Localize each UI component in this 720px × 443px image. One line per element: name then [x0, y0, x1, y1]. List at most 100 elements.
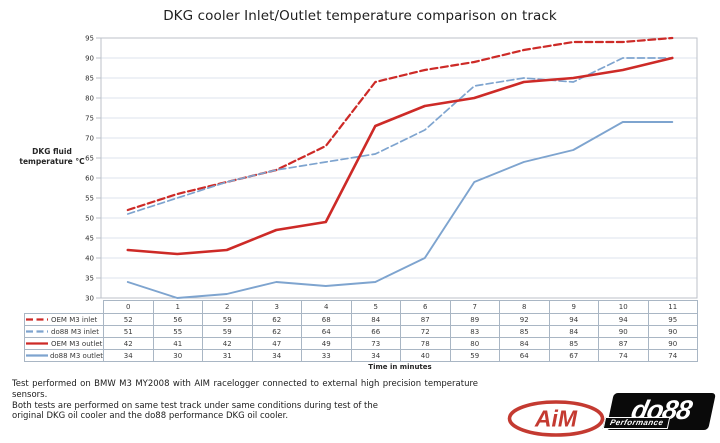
table-row: do88 M3 inlet 51 55 59 62 64 66 72 83 85 84 90 90 — [24, 325, 698, 338]
y-tick-label: 30 — [85, 295, 94, 303]
value-cell: 85 — [548, 337, 599, 350]
x-tick-label: 6 — [400, 300, 451, 314]
y-tick-label: 90 — [85, 55, 94, 63]
x-tick-label: 1 — [152, 300, 203, 314]
value-cell: 78 — [400, 337, 451, 350]
do88-logo: do88 Performance — [600, 392, 716, 434]
value-cell: 66 — [350, 325, 401, 338]
y-tick-label: 95 — [85, 35, 94, 43]
value-cell: 64 — [499, 349, 550, 362]
data-table: 0 1 2 3 4 5 6 7 8 9 10 11 OEM M3 inlet 52 56 59 62 68 84 87… — [24, 300, 698, 362]
y-tick-label: 50 — [85, 215, 94, 223]
aim-logo-graphic: AiM — [507, 400, 605, 437]
value-cell: 72 — [400, 325, 451, 338]
aim-logo-ellipse — [507, 400, 605, 437]
y-tick-label: 65 — [85, 155, 94, 163]
legend-cell: do88 M3 inlet — [24, 325, 104, 338]
x-axis-title: Time in minutes — [368, 363, 432, 371]
value-cell: 87 — [598, 337, 649, 350]
value-cell: 67 — [548, 349, 599, 362]
value-cell: 89 — [449, 313, 500, 326]
legend-label: OEM M3 outlet — [51, 339, 103, 348]
aim-logo: AiM — [506, 399, 606, 439]
footer-line-1: Test performed on BMW M3 MY2008 with AIM… — [12, 379, 478, 400]
value-cell: 90 — [647, 337, 698, 350]
value-cell: 87 — [400, 313, 451, 326]
y-tick-label: 75 — [85, 115, 94, 123]
value-cell: 49 — [301, 337, 352, 350]
series-line-do88-m3-inlet — [126, 57, 674, 215]
value-cell: 94 — [548, 313, 599, 326]
x-tick-label: 11 — [647, 300, 698, 314]
line-chart: 30 35 40 45 50 55 60 65 70 75 80 85 90 95 — [85, 35, 698, 303]
value-cell: 31 — [202, 349, 253, 362]
y-tick-label: 55 — [85, 195, 94, 203]
value-cell: 30 — [152, 349, 203, 362]
value-cell: 92 — [499, 313, 550, 326]
x-tick-label: 10 — [598, 300, 649, 314]
value-cell: 55 — [152, 325, 203, 338]
y-axis-title-line1: DKG fluid — [32, 147, 72, 156]
value-cell: 34 — [251, 349, 302, 362]
do88-performance-badge: Performance — [602, 417, 671, 429]
x-tick-label: 0 — [103, 300, 154, 314]
value-cell: 59 — [449, 349, 500, 362]
series-line-oem-m3-outlet — [126, 56, 674, 256]
x-tick-label: 9 — [548, 300, 599, 314]
y-tick-label: 60 — [85, 175, 94, 183]
legend-line-swatch — [26, 318, 48, 321]
legend-entry: OEM M3 inlet — [26, 315, 103, 324]
x-tick-label: 7 — [449, 300, 500, 314]
y-tick-label: 70 — [85, 135, 94, 143]
value-cell: 80 — [449, 337, 500, 350]
value-cell: 95 — [647, 313, 698, 326]
legend-cell: OEM M3 inlet — [24, 313, 104, 326]
value-cell: 64 — [301, 325, 352, 338]
value-cell: 84 — [499, 337, 550, 350]
x-tick-label: 8 — [499, 300, 550, 314]
value-cell: 51 — [103, 325, 154, 338]
value-cell: 90 — [647, 325, 698, 338]
value-cell: 34 — [103, 349, 154, 362]
value-cell: 94 — [598, 313, 649, 326]
chart-title: DKG cooler Inlet/Outlet temperature comp… — [163, 8, 557, 24]
value-cell: 83 — [449, 325, 500, 338]
value-cell: 68 — [301, 313, 352, 326]
value-cell: 40 — [400, 349, 451, 362]
y-axis-title-line2: temperature °C — [19, 157, 85, 166]
value-cell: 62 — [251, 325, 302, 338]
value-cell: 33 — [301, 349, 352, 362]
y-tick-label: 35 — [85, 275, 94, 283]
footer-line-3: original DKG oil cooler and the do88 per… — [12, 411, 289, 422]
value-cell: 84 — [350, 313, 401, 326]
value-cell: 74 — [647, 349, 698, 362]
x-tick-label: 5 — [350, 300, 401, 314]
series-line-oem-m3-inlet — [126, 36, 674, 212]
table-row: OEM M3 inlet 52 56 59 62 68 84 87 89 92 94 94 95 — [24, 313, 698, 326]
y-axis-title: DKG fluid temperature °C — [6, 147, 98, 167]
value-cell: 52 — [103, 313, 154, 326]
value-cell: 62 — [251, 313, 302, 326]
value-cell: 41 — [152, 337, 203, 350]
legend-label: OEM M3 inlet — [51, 315, 98, 324]
value-cell: 42 — [202, 337, 253, 350]
plot-border — [100, 37, 698, 299]
value-cell: 85 — [499, 325, 550, 338]
legend-line-swatch — [26, 342, 48, 345]
x-axis-label-row: 0 1 2 3 4 5 6 7 8 9 10 11 — [25, 300, 698, 314]
value-cell: 59 — [202, 325, 253, 338]
value-cell: 47 — [251, 337, 302, 350]
legend-label: do88 M3 outlet — [49, 351, 103, 360]
table-corner-cell — [25, 301, 104, 314]
y-tick-label: 85 — [85, 75, 94, 83]
legend-entry: do88 M3 outlet — [26, 351, 103, 360]
aim-logo-text: AiM — [534, 406, 578, 432]
legend-entry: OEM M3 outlet — [26, 339, 103, 348]
legend-line-swatch — [26, 354, 48, 357]
table-row: OEM M3 outlet 42 41 42 47 49 73 78 80 84 85 87 90 — [24, 337, 698, 350]
footer-note: Test performed on BMW M3 MY2008 with AIM… — [12, 379, 478, 422]
value-cell: 90 — [598, 325, 649, 338]
legend-cell: OEM M3 outlet — [24, 337, 104, 350]
x-tick-label: 2 — [202, 300, 253, 314]
y-tick-label: 80 — [85, 95, 94, 103]
